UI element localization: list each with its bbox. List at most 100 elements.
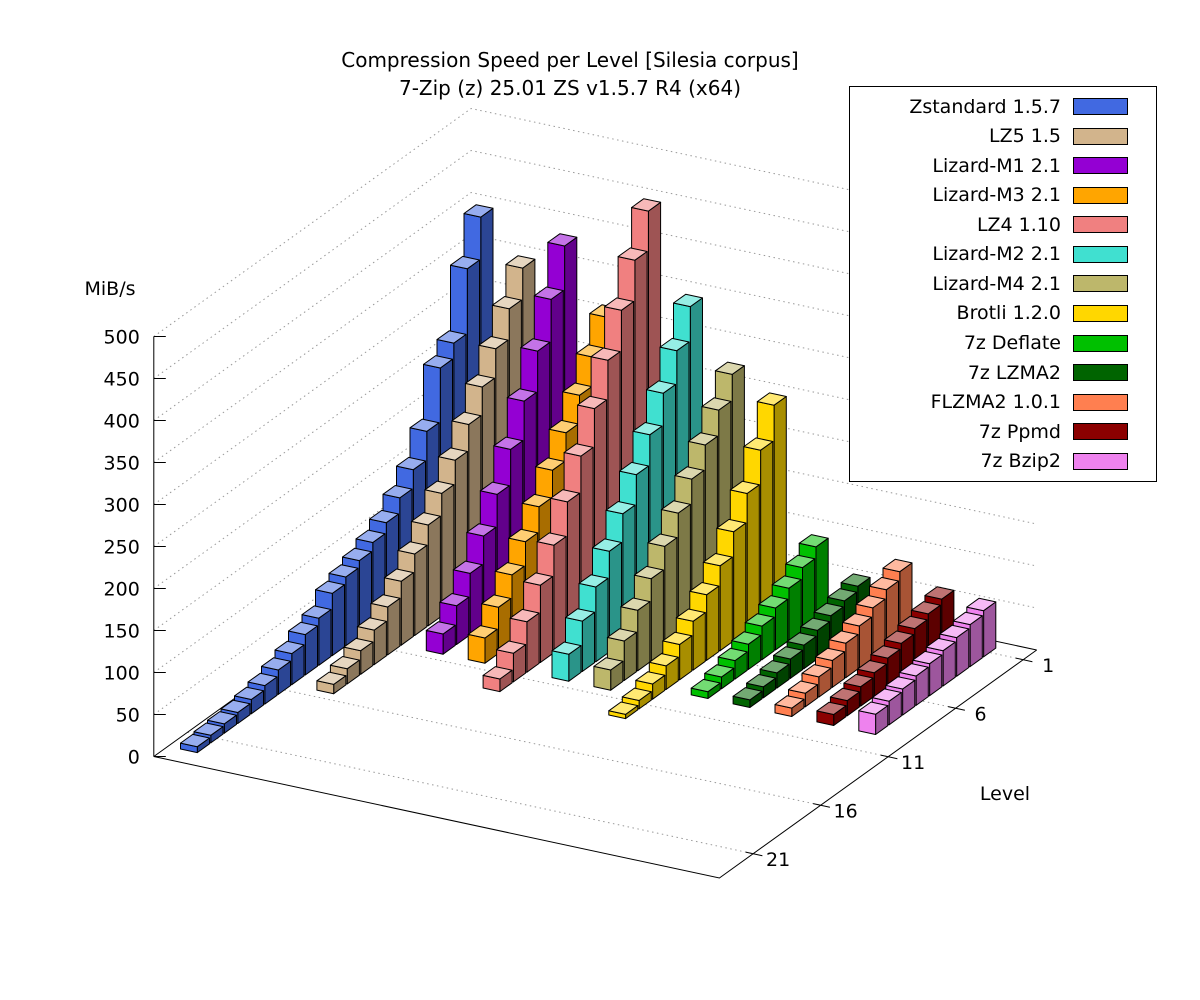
- bar-face: [689, 582, 720, 596]
- bar-face: [731, 631, 762, 645]
- bar-face: [595, 577, 609, 663]
- bar-face: [801, 664, 832, 678]
- bar-face: [505, 255, 536, 269]
- bar-face: [423, 355, 453, 369]
- level-gridline: [254, 683, 821, 806]
- bar-face: [788, 680, 818, 694]
- bar-face: [496, 640, 527, 654]
- bar-face: [274, 640, 305, 655]
- level-axis-title: Level: [979, 783, 1031, 805]
- bar-face: [578, 574, 609, 588]
- bar-face: [910, 601, 941, 615]
- bar-face: [409, 418, 440, 432]
- legend-label: LZ5 1.5: [989, 125, 1061, 148]
- bar-face: [533, 286, 564, 300]
- bar-face: [506, 388, 537, 402]
- bar-face: [493, 436, 524, 450]
- bar-face: [553, 536, 567, 654]
- bar-face: [539, 576, 554, 663]
- bar-face: [551, 650, 570, 682]
- value-axis-title: MiB/s: [84, 278, 136, 300]
- bar-face: [788, 579, 802, 641]
- bar-face: [815, 647, 845, 661]
- legend-label: FLZMA2 1.0.1: [930, 391, 1061, 414]
- bar-face: [717, 647, 748, 662]
- value-tick-label: 150: [104, 621, 140, 643]
- bar-face: [798, 534, 829, 548]
- bar-face: [467, 625, 498, 639]
- bar-face: [523, 572, 554, 586]
- legend-swatch: [1073, 334, 1128, 352]
- bar-face: [662, 631, 693, 645]
- bar-face: [635, 671, 666, 685]
- bar-face: [952, 611, 983, 626]
- bar-face: [774, 695, 805, 709]
- bar-face: [577, 395, 608, 410]
- bar-face: [759, 660, 790, 674]
- chart-title-line1: Compression Speed per Level [Silesia cor…: [341, 48, 799, 72]
- legend-item: FLZMA2 1.0.1: [850, 388, 1156, 416]
- bar-face: [436, 330, 467, 344]
- bar-face: [328, 564, 359, 578]
- bar-face: [631, 198, 662, 212]
- legend-swatch: [1073, 452, 1128, 470]
- legend-swatch: [1073, 304, 1128, 322]
- bar-face: [785, 554, 816, 569]
- legend-item: 7z Bzip2: [850, 447, 1156, 475]
- bar-face: [828, 630, 859, 644]
- level-tick-label: 21: [766, 849, 790, 871]
- legend-label: 7z Deflate: [963, 332, 1061, 355]
- bar-face: [829, 687, 860, 702]
- bar-face: [813, 602, 844, 617]
- bar-face: [659, 337, 690, 352]
- bar-face: [620, 597, 651, 611]
- legend: Zstandard 1.5.7 LZ5 1.5 Lizard-M1 2.1 Lizar…: [849, 86, 1157, 482]
- bar-face: [520, 338, 551, 352]
- bar-face: [369, 509, 399, 524]
- bar-face: [692, 612, 706, 671]
- bar-face: [871, 688, 902, 702]
- legend-item: Zstandard 1.5.7: [850, 93, 1156, 121]
- bar-face: [565, 608, 595, 622]
- level-tick-label: 6: [975, 704, 987, 726]
- bar-face: [288, 621, 318, 636]
- bar-face: [690, 678, 721, 693]
- bar-face: [983, 601, 997, 658]
- value-tick-label: 450: [104, 369, 140, 391]
- legend-item: Lizard-M3 2.1: [850, 181, 1156, 209]
- value-tick-label: 300: [104, 495, 140, 517]
- legend-swatch: [1073, 245, 1128, 263]
- legend-swatch: [1073, 275, 1128, 293]
- bar-face: [220, 699, 251, 713]
- bar-face: [424, 480, 455, 494]
- bar-face: [885, 676, 916, 690]
- legend-label: 7z Bzip2: [980, 450, 1061, 473]
- value-gridline: [153, 107, 1037, 337]
- value-tick-label: 50: [116, 705, 140, 727]
- legend-item: 7z Ppmd: [850, 418, 1156, 446]
- bar-face: [548, 419, 579, 434]
- bar-face: [771, 575, 802, 589]
- value-tick-label: 100: [104, 663, 140, 685]
- legend-label: Lizard-M3 2.1: [932, 184, 1061, 207]
- bar-face: [673, 293, 703, 308]
- bar-face: [840, 573, 871, 587]
- legend-item: 7z Deflate: [850, 329, 1156, 357]
- bar-face: [619, 461, 649, 476]
- bar-face: [345, 567, 359, 647]
- bar-face: [674, 466, 705, 480]
- legend-swatch: [1073, 364, 1128, 382]
- bar-face: [714, 361, 745, 375]
- bar-face: [729, 480, 760, 494]
- bar-face: [966, 597, 997, 612]
- bar-face: [318, 609, 332, 666]
- bar-face: [551, 641, 582, 655]
- bar-face: [509, 608, 540, 623]
- bar-face: [387, 597, 401, 656]
- bar-face: [193, 722, 224, 736]
- legend-item: LZ4 1.10: [850, 211, 1156, 239]
- bar-face: [706, 585, 720, 661]
- bar-face: [816, 701, 847, 715]
- bar-face: [637, 601, 651, 672]
